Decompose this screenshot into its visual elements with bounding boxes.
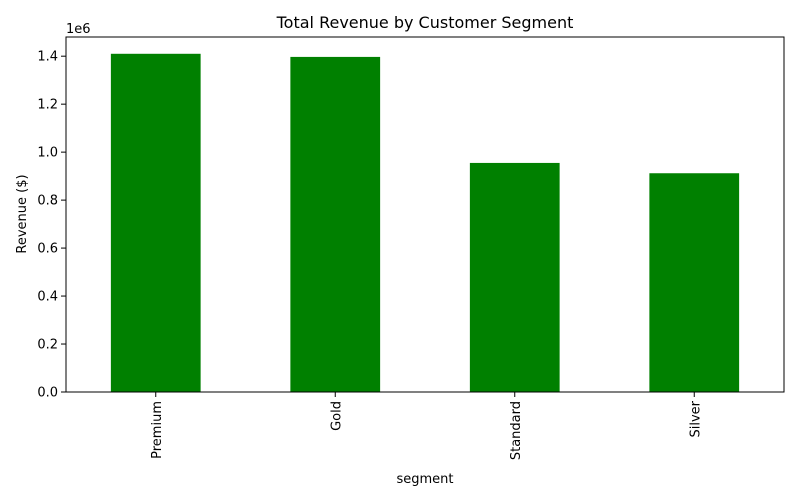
y-ticks-group: 0.0 0.2 0.4 0.6 0.8 1.0 1.2 1.4 bbox=[37, 50, 66, 401]
chart-title: Total Revenue by Customer Segment bbox=[276, 13, 574, 32]
y-tick-label: 0.8 bbox=[37, 194, 58, 209]
x-tick-label: Standard bbox=[509, 401, 524, 460]
x-tick-label: Silver bbox=[688, 400, 703, 437]
bar-premium bbox=[110, 53, 201, 393]
y-tick-label: 1.2 bbox=[37, 98, 58, 113]
y-tick-label: 0.0 bbox=[37, 386, 58, 401]
y-tick-label: 0.6 bbox=[37, 242, 58, 257]
y-axis-label: Revenue ($) bbox=[15, 174, 30, 253]
y-tick-label: 1.0 bbox=[37, 146, 58, 161]
x-tick-label: Premium bbox=[150, 401, 165, 459]
x-ticks-group: Premium Gold Standard Silver bbox=[150, 392, 703, 460]
y-tick-label: 0.2 bbox=[37, 338, 58, 353]
bars-group bbox=[110, 53, 740, 393]
y-offset-label: 1e6 bbox=[66, 22, 91, 37]
x-tick-label: Gold bbox=[329, 401, 344, 431]
bar-gold bbox=[290, 56, 381, 392]
x-axis-label: segment bbox=[396, 472, 453, 487]
plot-frame bbox=[65, 36, 785, 393]
bar-standard bbox=[469, 162, 560, 392]
y-tick-label: 1.4 bbox=[37, 50, 58, 65]
bar-silver bbox=[649, 173, 740, 392]
y-tick-label: 0.4 bbox=[37, 290, 58, 305]
